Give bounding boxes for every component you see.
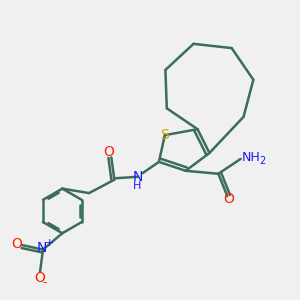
Text: +: + <box>45 238 54 248</box>
Text: NH: NH <box>242 151 260 164</box>
Text: 2: 2 <box>259 156 265 166</box>
Text: -: - <box>43 276 47 289</box>
Text: N: N <box>133 170 143 184</box>
Text: O: O <box>34 272 46 285</box>
Text: N: N <box>36 241 47 255</box>
Text: H: H <box>132 181 141 191</box>
Text: O: O <box>11 237 22 250</box>
Text: S: S <box>160 128 169 142</box>
Text: O: O <box>103 145 114 159</box>
Text: O: O <box>223 192 234 206</box>
